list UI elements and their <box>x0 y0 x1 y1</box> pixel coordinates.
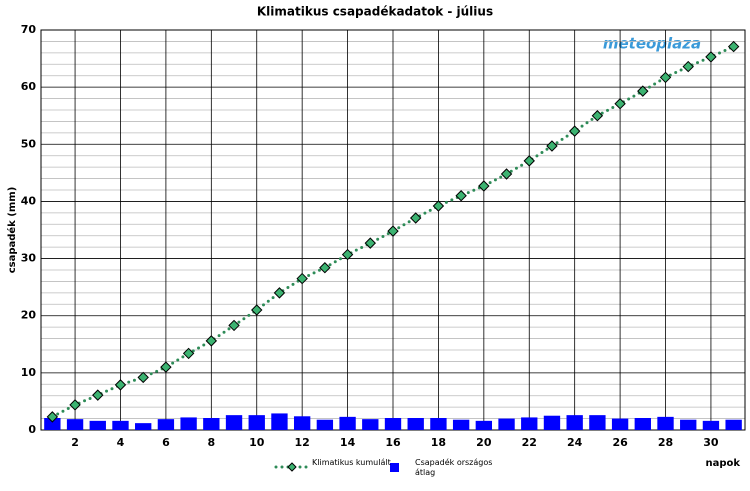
bar <box>66 419 84 430</box>
x-tick-label: 24 <box>567 436 583 449</box>
y-tick-label: 20 <box>21 309 37 322</box>
bar <box>89 420 106 430</box>
y-axis-label: csapadék (mm) <box>6 187 18 274</box>
marker <box>455 190 467 202</box>
bar <box>112 420 129 430</box>
x-tick-label: 6 <box>162 436 170 449</box>
marker <box>296 272 308 285</box>
x-tick-label: 14 <box>340 436 356 449</box>
marker <box>705 51 717 63</box>
x-tick-label: 2 <box>71 436 79 449</box>
bar <box>135 423 152 430</box>
x-tick-label: 18 <box>431 436 446 449</box>
bar <box>725 419 742 430</box>
marker <box>614 98 626 110</box>
bar <box>293 416 311 430</box>
bar <box>634 418 651 430</box>
bar <box>157 419 175 430</box>
x-tick-label: 10 <box>249 436 265 449</box>
bar <box>566 415 583 430</box>
x-tick-label: 22 <box>522 436 537 449</box>
marker <box>137 371 149 384</box>
legend-entry: Csapadék országos átlag <box>415 458 493 477</box>
y-tick-label: 0 <box>28 423 36 436</box>
marker <box>341 248 354 261</box>
marker <box>637 85 649 97</box>
y-tick-label: 40 <box>21 194 37 207</box>
marker <box>591 110 604 122</box>
marker <box>273 287 286 299</box>
y-tick-label: 70 <box>21 23 37 36</box>
y-tick-label: 60 <box>21 80 37 93</box>
bar <box>180 417 197 430</box>
marker <box>251 304 263 316</box>
bar <box>543 415 561 430</box>
x-tick-label: 28 <box>658 436 673 449</box>
marker <box>523 155 535 167</box>
marker <box>659 71 672 84</box>
y-tick-label: 50 <box>21 137 37 150</box>
marker <box>727 40 740 53</box>
marker <box>682 60 694 73</box>
bar <box>44 418 61 430</box>
x-tick-label: 12 <box>295 436 310 449</box>
marker <box>410 212 422 224</box>
bar <box>225 415 243 430</box>
bar <box>384 418 402 430</box>
y-tick-label: 10 <box>21 366 37 379</box>
bar <box>271 413 288 430</box>
x-tick-label: 20 <box>476 436 492 449</box>
x-axis-label: napok <box>705 458 740 469</box>
bar <box>316 419 334 430</box>
bar <box>475 420 493 430</box>
bar <box>657 416 674 430</box>
legend-entry: Klimatikus kumulált <box>312 458 391 467</box>
marker <box>364 237 376 249</box>
bar <box>498 418 515 430</box>
marker <box>228 319 240 332</box>
marker <box>92 389 104 401</box>
bar <box>680 419 697 430</box>
bar <box>248 415 265 430</box>
x-tick-label: 8 <box>207 436 215 449</box>
marker <box>432 200 445 212</box>
chart-title: Klimatikus csapadékadatok - július <box>257 5 493 19</box>
marker <box>500 168 513 180</box>
bar <box>521 417 538 430</box>
x-tick-label: 4 <box>117 436 125 449</box>
marker <box>182 347 195 360</box>
bar <box>339 416 356 430</box>
marker <box>69 399 81 411</box>
bar <box>362 419 379 430</box>
logo: meteoplaza <box>603 35 701 53</box>
x-tick-label: 30 <box>703 436 719 449</box>
bar <box>452 419 470 430</box>
marker <box>546 140 558 152</box>
bar <box>702 420 720 430</box>
bar <box>430 418 447 430</box>
bar <box>611 418 629 430</box>
marker <box>387 225 399 237</box>
marker <box>478 180 490 192</box>
x-tick-label: 26 <box>612 436 628 449</box>
bar <box>407 418 424 430</box>
y-tick-label: 30 <box>21 252 37 265</box>
legend-symbol <box>287 462 297 472</box>
marker <box>46 411 59 423</box>
marker <box>160 361 172 373</box>
bar <box>203 418 220 430</box>
marker <box>319 262 331 274</box>
bar <box>589 415 606 430</box>
marker <box>568 125 581 137</box>
marker <box>114 379 127 391</box>
legend-symbol <box>390 463 399 472</box>
marker <box>205 335 218 347</box>
x-tick-label: 16 <box>385 436 401 449</box>
